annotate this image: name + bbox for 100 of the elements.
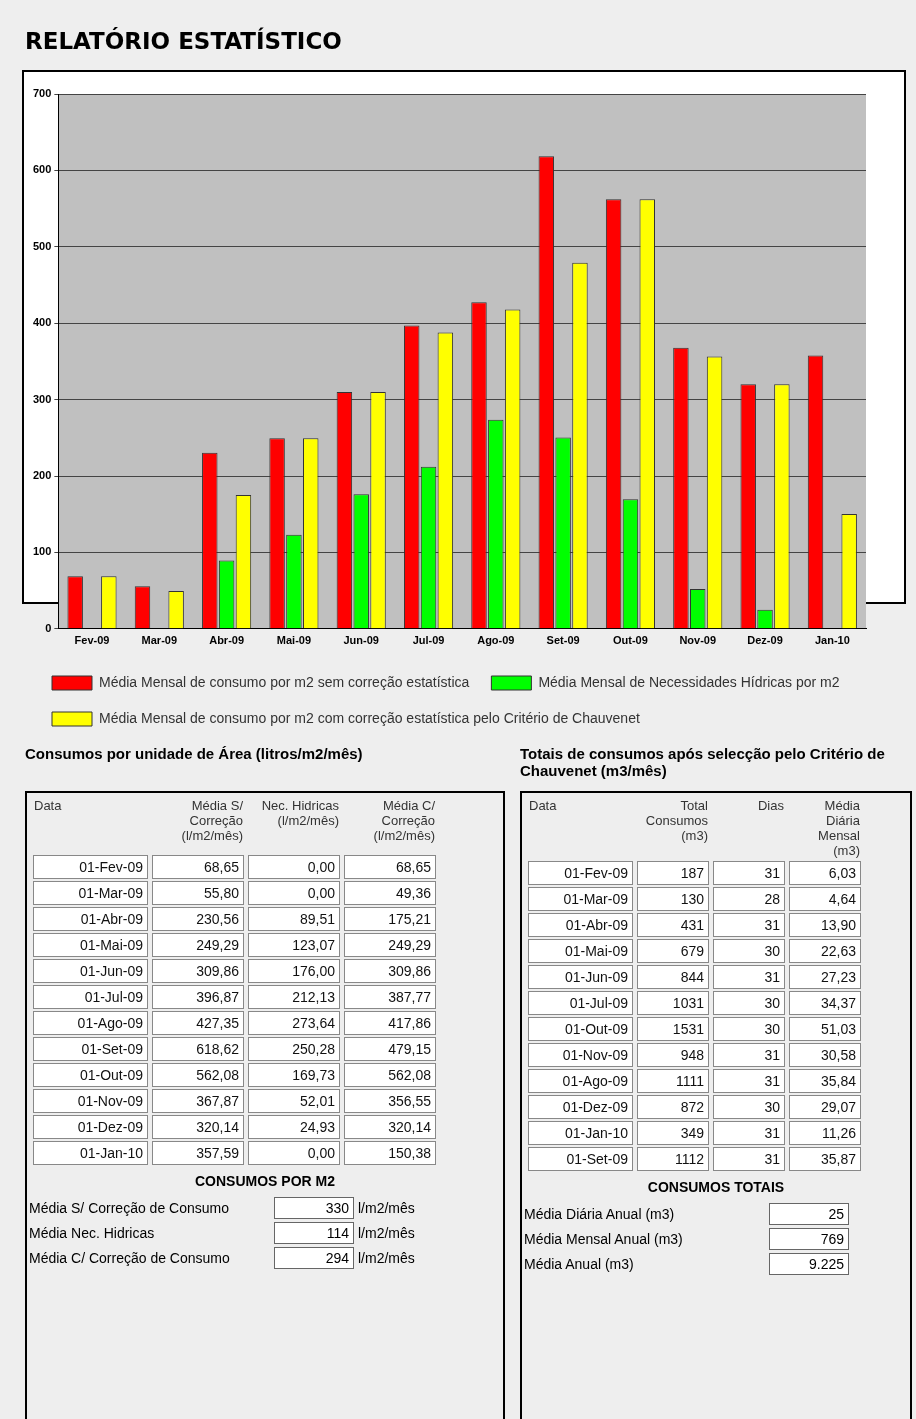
x-tick-label: Jul-09	[412, 634, 445, 647]
data-label: 769	[769, 1228, 849, 1250]
data-label: 30,58	[789, 1043, 861, 1067]
data-label: 427,35	[152, 1011, 244, 1035]
category-label: 01-Dez-09	[528, 1095, 633, 1119]
data-label: 11,26	[789, 1121, 861, 1145]
data-label: 169,73	[248, 1063, 340, 1087]
data-label: 872	[637, 1095, 709, 1119]
data-label: 30	[713, 939, 785, 963]
text: Média S/ Correção (l/m2/mês)	[180, 797, 244, 845]
data-label: 30	[713, 1095, 785, 1119]
text: Dias	[757, 797, 785, 815]
data-label: 249,29	[344, 933, 436, 957]
text: Total Consumos (m3)	[644, 797, 709, 845]
data-label: 27,23	[789, 965, 861, 989]
data-label: 431	[637, 913, 709, 937]
data-label: 309,86	[344, 959, 436, 983]
data-label: 130	[637, 887, 709, 911]
data-label: 618,62	[152, 1037, 244, 1061]
category-label: Média Nec. Hidricas	[29, 1225, 156, 1241]
y-tick-label: 200	[32, 469, 52, 482]
x-tick-label: Set-09	[546, 634, 580, 647]
text: Data	[528, 797, 558, 815]
data-label: 35,84	[789, 1069, 861, 1093]
chart-title: RELATÓRIO ESTATÍSTICO	[25, 28, 342, 54]
y-tick-label: 300	[32, 392, 52, 405]
category-label: 01-Ago-09	[33, 1011, 148, 1035]
category-label: Média C/ Correção de Consumo	[29, 1250, 231, 1266]
category-label: 01-Jun-09	[528, 965, 633, 989]
category-label: 01-Fev-09	[528, 861, 633, 885]
data-label: 35,87	[789, 1147, 861, 1171]
text: l/m2/mês	[358, 1225, 415, 1241]
data-label: 250,28	[248, 1037, 340, 1061]
data-label: 356,55	[344, 1089, 436, 1113]
data-label: 4,64	[789, 887, 861, 911]
data-label: 0,00	[248, 881, 340, 905]
y-tick-label: 600	[32, 163, 52, 176]
y-tick-label: 100	[32, 545, 52, 558]
x-tick-label: Jun-09	[343, 634, 379, 647]
data-label: 273,64	[248, 1011, 340, 1035]
y-tick-label: 500	[32, 239, 52, 252]
data-label: 9.225	[769, 1253, 849, 1275]
category-label: 01-Mar-09	[528, 887, 633, 911]
data-label: 49,36	[344, 881, 436, 905]
category-label: 01-Out-09	[33, 1063, 148, 1087]
data-label: 29,07	[789, 1095, 861, 1119]
category-label: 01-Abr-09	[33, 907, 148, 931]
data-label: 1531	[637, 1017, 709, 1041]
category-label: 01-Set-09	[528, 1147, 633, 1171]
data-label: 349	[637, 1121, 709, 1145]
data-label: 68,65	[344, 855, 436, 879]
data-label: 114	[274, 1222, 354, 1244]
data-label: 309,86	[152, 959, 244, 983]
data-label: 0,00	[248, 1141, 340, 1165]
x-tick-label: Out-09	[613, 634, 648, 647]
text: Média Diária Mensal (m3)	[817, 797, 861, 859]
data-label: 0,00	[248, 855, 340, 879]
data-label: 230,56	[152, 907, 244, 931]
data-label: 24,93	[248, 1115, 340, 1139]
text: CONSUMOS TOTAIS	[646, 1179, 786, 1195]
text: l/m2/mês	[358, 1200, 415, 1216]
data-label: 34,37	[789, 991, 861, 1015]
data-label: 396,87	[152, 985, 244, 1009]
data-label: 1112	[637, 1147, 709, 1171]
data-label: 31	[713, 1121, 785, 1145]
data-label: 357,59	[152, 1141, 244, 1165]
category-label: 01-Nov-09	[528, 1043, 633, 1067]
category-label: 01-Jan-10	[33, 1141, 148, 1165]
data-label: 31	[713, 1147, 785, 1171]
legend-label: Média Mensal de Necessidades Hídricas por m2	[538, 673, 840, 690]
text: Consumos por unidade de Área (litros/m2/mês)	[25, 745, 364, 764]
data-label: 387,77	[344, 985, 436, 1009]
data-label: 294	[274, 1247, 354, 1269]
text: Média C/ Correção (l/m2/mês)	[372, 797, 436, 845]
legend-label: Média Mensal de consumo por m2 com correção estatística pelo Critério de Chauvenet	[99, 709, 640, 726]
text: Totais de consumos após selecção pelo Critério de Chauvenet (m3/mês)	[520, 745, 886, 781]
data-label: 22,63	[789, 939, 861, 963]
data-label: 187	[637, 861, 709, 885]
data-label: 1111	[637, 1069, 709, 1093]
category-label: 01-Dez-09	[33, 1115, 148, 1139]
data-label: 948	[637, 1043, 709, 1067]
x-tick-label: Nov-09	[679, 634, 717, 647]
text: Nec. Hidricas (l/m2/mês)	[260, 797, 340, 830]
category-label: 01-Mai-09	[33, 933, 148, 957]
data-label: 417,86	[344, 1011, 436, 1035]
category-label: 01-Out-09	[528, 1017, 633, 1041]
data-label: 562,08	[152, 1063, 244, 1087]
data-label: 89,51	[248, 907, 340, 931]
data-label: 30	[713, 991, 785, 1015]
data-label: 13,90	[789, 913, 861, 937]
data-label: 176,00	[248, 959, 340, 983]
category-label: Média Mensal Anual (m3)	[524, 1231, 684, 1247]
data-label: 249,29	[152, 933, 244, 957]
category-label: Média S/ Correção de Consumo	[29, 1200, 230, 1216]
category-label: Média Anual (m3)	[524, 1256, 635, 1272]
category-label: 01-Ago-09	[528, 1069, 633, 1093]
data-label: 28	[713, 887, 785, 911]
text: l/m2/mês	[358, 1250, 415, 1266]
data-label: 175,21	[344, 907, 436, 931]
data-label: 31	[713, 913, 785, 937]
